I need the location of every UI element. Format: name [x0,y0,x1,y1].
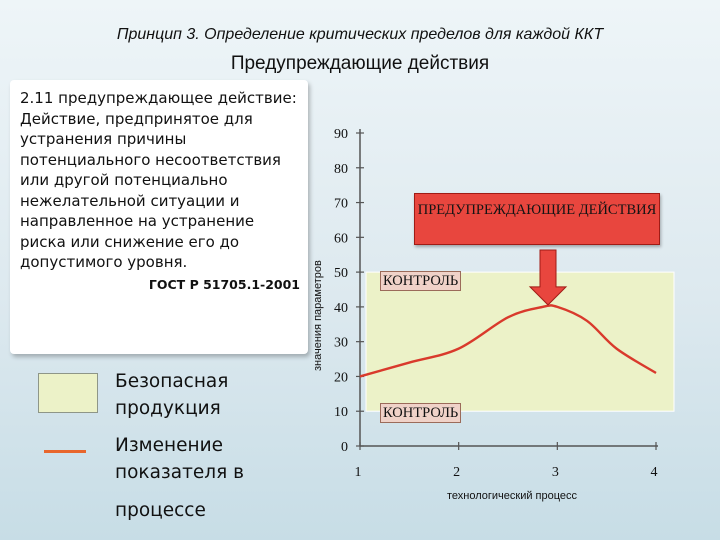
definition-box: 2.11 предупреждающее действие: Действие,… [10,80,308,354]
slide-title: Принцип 3. Определение критических преде… [116,26,604,43]
definition-text: Действие, предпринятое для устранения пр… [20,109,281,272]
y-tick-label: 30 [334,336,348,351]
y-tick-label: 20 [334,370,348,385]
x-axis-label: технологический процесс [447,490,578,502]
y-tick-label: 60 [334,231,348,246]
definition-source: ГОСТ Р 51705.1-2001 [148,276,300,292]
safe-zone-band [365,271,675,412]
x-tick-label: 1 [355,465,362,480]
control-label-lower: КОНТРОЛЬ [380,403,462,423]
arrow-down-icon [528,249,568,306]
y-tick-label: 50 [334,266,348,281]
control-label-upper: КОНТРОЛЬ [380,271,462,291]
x-tick-label: 3 [552,465,559,480]
y-tick-label: 10 [334,405,348,420]
legend-line-swatch [44,450,86,453]
process-curve [359,304,657,378]
y-tick-label: 90 [334,127,348,142]
definition-term: 2.11 предупреждающее действие: [20,89,297,107]
legend-line-label-2: процессе [115,500,206,521]
y-tick-label: 70 [334,197,348,212]
slide-subtitle: Предупреждающие действия [230,53,490,74]
legend-line-label: Изменение показателя в [115,435,244,483]
y-tick-label: 0 [341,440,348,455]
x-tick-label: 2 [453,465,460,480]
legend-safe-label: Безопасная продукция [115,371,229,419]
y-tick-label: 80 [334,162,348,177]
x-tick-label: 4 [651,465,658,480]
y-tick-label: 40 [334,301,348,316]
legend-safe-swatch [38,373,98,413]
preventive-actions-box: ПРЕДУПРЕЖДАЮЩИЕ ДЕЙСТВИЯ [414,193,660,245]
